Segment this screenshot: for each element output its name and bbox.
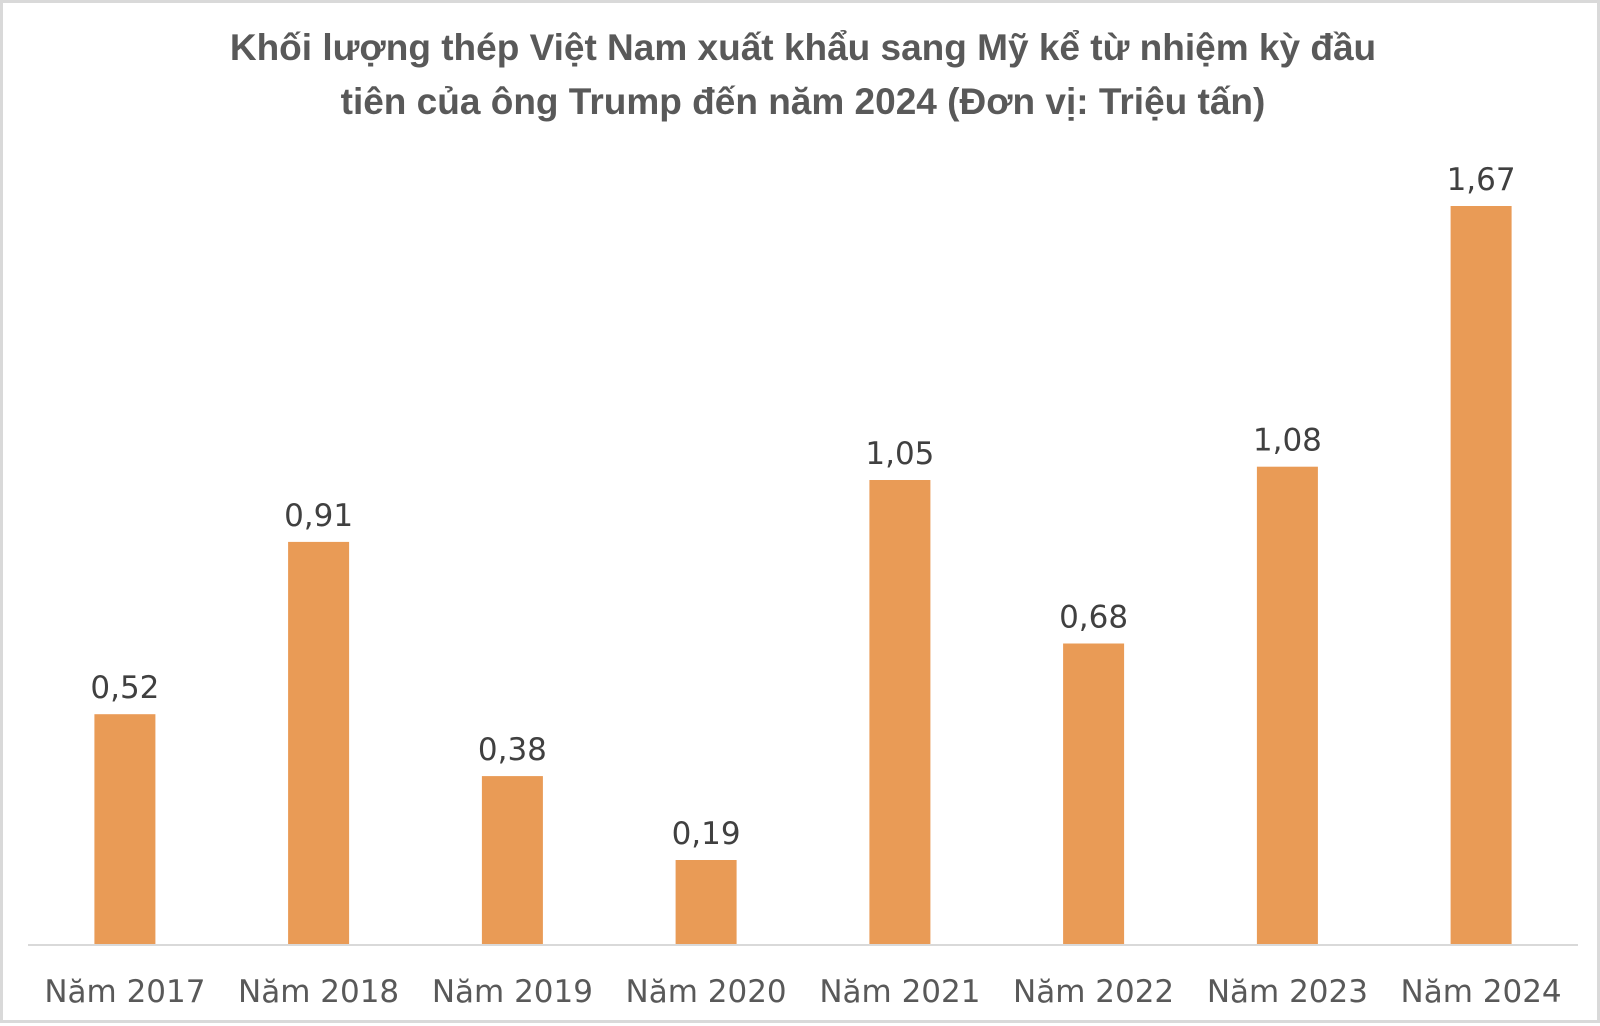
value-label-5: 1,05	[865, 436, 934, 472]
value-label-3: 0,38	[478, 732, 547, 768]
bar-3	[481, 776, 543, 944]
bar-8	[1450, 206, 1512, 944]
bar-6	[1063, 643, 1125, 944]
bar-7	[1256, 466, 1318, 944]
value-label-7: 1,08	[1253, 423, 1322, 459]
category-label-2: Năm 2018	[238, 974, 399, 1010]
category-label-3: Năm 2019	[432, 974, 593, 1010]
value-labels-group: 0,52 0,91 0,38 0,19 1,05 0,68 1,08 1,67	[90, 162, 1515, 852]
bar-4	[675, 860, 737, 944]
category-labels-group: Năm 2017 Năm 2018 Năm 2019 Năm 2020 Năm 2021…	[44, 974, 1561, 1010]
value-label-6: 0,68	[1059, 600, 1128, 636]
value-label-4: 0,19	[672, 816, 741, 852]
bar-2	[288, 541, 350, 944]
bar-1	[94, 714, 156, 944]
bar-chart: Khối lượng thép Việt Nam xuất khẩu sang …	[28, 27, 1578, 1010]
bars-group	[94, 206, 1512, 944]
value-label-1: 0,52	[90, 670, 159, 706]
category-label-4: Năm 2020	[626, 974, 787, 1010]
category-label-7: Năm 2023	[1207, 974, 1368, 1010]
category-label-5: Năm 2021	[819, 974, 980, 1010]
value-label-8: 1,67	[1447, 162, 1516, 198]
bar-5	[869, 480, 931, 944]
category-label-8: Năm 2024	[1401, 974, 1562, 1010]
category-label-6: Năm 2022	[1013, 974, 1174, 1010]
category-label-1: Năm 2017	[44, 974, 205, 1010]
chart-title-line-1: Khối lượng thép Việt Nam xuất khẩu sang …	[230, 27, 1376, 68]
chart-title-line-2: tiên của ông Trump đến năm 2024 (Đơn vị:…	[341, 81, 1266, 122]
value-label-2: 0,91	[284, 498, 353, 534]
